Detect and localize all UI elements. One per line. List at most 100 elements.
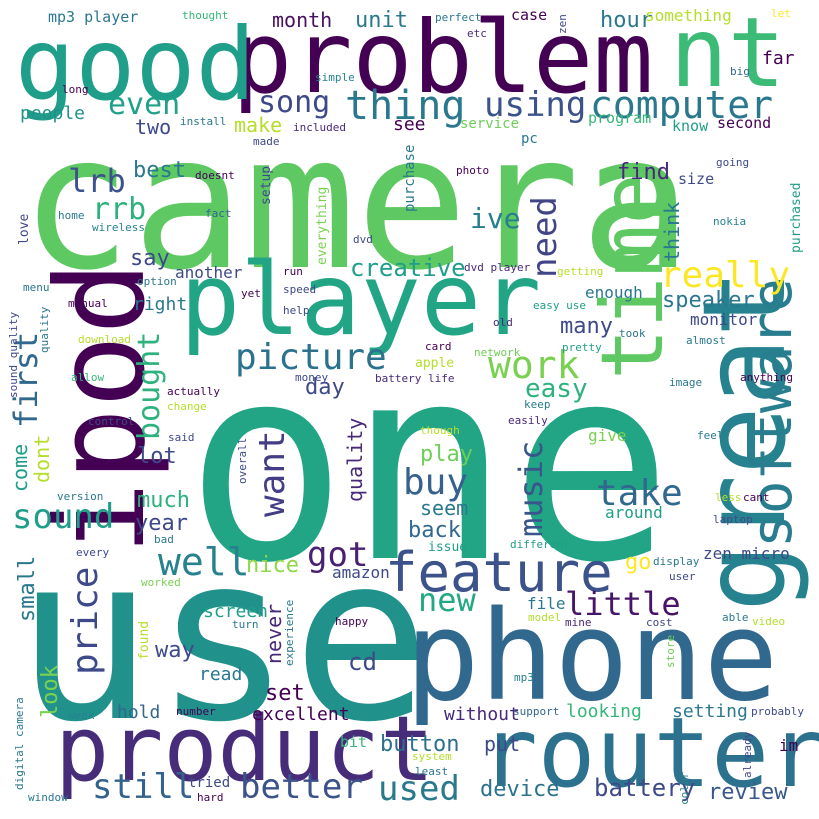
word-mp3: mp3 xyxy=(514,671,534,684)
word-think: think xyxy=(660,201,684,262)
word-least: least xyxy=(415,765,449,778)
word-router: router xyxy=(480,697,819,809)
word-already: already xyxy=(741,731,754,778)
word-user: user xyxy=(669,570,696,583)
word-really: really xyxy=(660,255,791,296)
word-turn: turn xyxy=(232,618,259,631)
word-download: download xyxy=(78,333,131,346)
word-seem: seem xyxy=(420,496,469,520)
word-people: people xyxy=(20,103,86,124)
word-even: even xyxy=(108,87,181,122)
word-device: device xyxy=(480,777,560,802)
word-use: use xyxy=(15,506,431,773)
word-hour: hour xyxy=(600,8,653,33)
word-better: better xyxy=(240,767,363,807)
word-cant: cant xyxy=(743,491,770,504)
word-thought: thought xyxy=(182,9,229,22)
word-around: around xyxy=(605,503,663,522)
word-sound-quality: sound quality xyxy=(7,311,20,398)
word-pretty: pretty xyxy=(562,341,602,354)
word-nt: nt xyxy=(670,0,786,109)
word-menu: menu xyxy=(23,281,50,294)
word-case: case xyxy=(511,6,548,24)
word-issue: issue xyxy=(428,540,468,555)
word-battery: battery xyxy=(594,774,696,802)
word-zen: zen xyxy=(556,14,569,34)
word-come: come xyxy=(8,443,32,492)
word-little: little xyxy=(565,585,681,623)
word-song: song xyxy=(258,85,331,120)
word-best: best xyxy=(133,158,186,183)
word-two: two xyxy=(135,115,172,139)
word-far: far xyxy=(762,48,795,69)
word-phone: phone xyxy=(405,585,779,729)
word-fact: fact xyxy=(205,207,232,220)
word-love: love xyxy=(17,213,32,245)
word-tried: tried xyxy=(188,775,231,791)
word-image: image xyxy=(669,376,703,389)
word-network: network xyxy=(474,346,521,359)
word-purchase: purchase xyxy=(402,144,418,212)
word-see: see xyxy=(393,114,426,135)
word-creative: creative xyxy=(350,254,466,282)
word-old: old xyxy=(493,316,513,329)
word-new: new xyxy=(418,581,476,619)
word-going: going xyxy=(716,156,750,169)
word-yet: yet xyxy=(241,287,261,300)
word-product: product xyxy=(55,697,435,802)
word-apple: apple xyxy=(415,356,455,371)
word-found: found xyxy=(137,620,152,660)
word-work: work xyxy=(488,343,580,387)
word-experience: experience xyxy=(283,599,296,666)
word-digital-camera: digital camera xyxy=(13,697,26,790)
word-quality: quality xyxy=(343,417,367,502)
word-control: control xyxy=(88,415,135,428)
word-unit: unit xyxy=(355,8,408,33)
word-number: number xyxy=(176,705,216,718)
word-looking: looking xyxy=(566,701,642,722)
word-service: service xyxy=(460,116,520,132)
word-system: system xyxy=(412,750,452,763)
word-install: install xyxy=(180,115,227,128)
word-speaker: speaker xyxy=(662,288,755,313)
word-less: less xyxy=(715,491,742,504)
word-small: small xyxy=(15,555,40,622)
word-know: know xyxy=(672,117,709,135)
word-mp3-player: mp3 player xyxy=(48,8,139,26)
word-good: good xyxy=(15,6,256,123)
word-included: included xyxy=(293,121,346,134)
word-keep: keep xyxy=(524,398,551,411)
word-problem: problem xyxy=(232,0,654,116)
word-put: put xyxy=(484,732,521,756)
word-model: model xyxy=(528,611,562,624)
word-give: give xyxy=(588,426,627,445)
word-version: version xyxy=(57,490,104,503)
word-bad: bad xyxy=(154,533,174,546)
word-sound: sound xyxy=(12,497,115,537)
word-said: said xyxy=(168,431,195,444)
word-review: review xyxy=(708,780,788,805)
word-one: one xyxy=(185,307,673,622)
word-play: play xyxy=(420,442,473,467)
word-buy: buy xyxy=(403,462,469,503)
word-nokia: nokia xyxy=(713,215,747,228)
word-support: support xyxy=(513,705,560,718)
word-music: music xyxy=(512,440,550,537)
word-money: money xyxy=(295,371,329,384)
word-got: got xyxy=(307,535,369,575)
word-file: file xyxy=(527,594,566,613)
word-hold: hold xyxy=(117,702,161,723)
word-right: right xyxy=(133,294,188,315)
word-dvd: dvd xyxy=(353,233,373,246)
word-worked: worked xyxy=(141,576,181,589)
word-back: back xyxy=(408,518,461,543)
word-find: find xyxy=(617,160,670,185)
word-dvd-player: dvd player xyxy=(464,261,531,274)
word-im: im xyxy=(779,736,799,755)
word-perfect: perfect xyxy=(435,11,482,24)
word-ive: ive xyxy=(470,202,521,235)
word-program: program xyxy=(588,109,652,127)
word-let: let xyxy=(771,7,791,20)
word-amazon: amazon xyxy=(332,563,390,582)
word-pc: pc xyxy=(521,131,538,147)
